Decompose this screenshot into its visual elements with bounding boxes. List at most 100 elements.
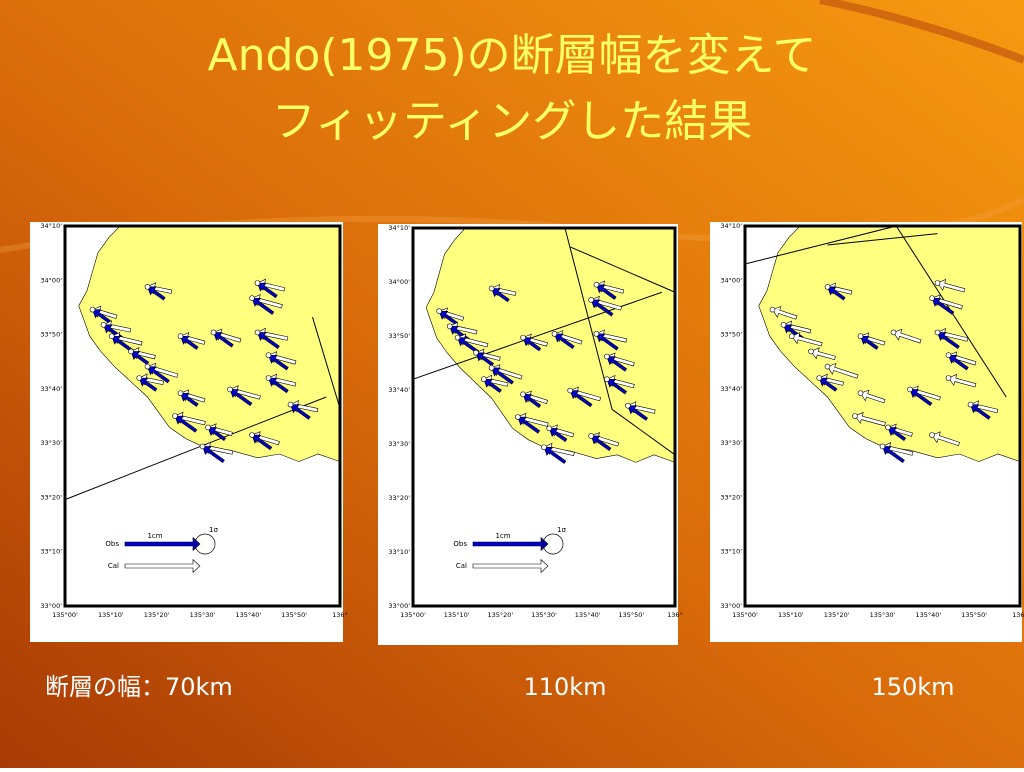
cal-arrow <box>937 278 966 293</box>
legend-label: 1σ <box>209 526 218 534</box>
lon-label: 135°00' <box>732 611 758 619</box>
caption: 110km <box>523 673 606 701</box>
obs-arrow <box>138 377 158 392</box>
legend-label: Obs <box>105 540 119 548</box>
station <box>780 321 787 328</box>
lat-label: 33°20' <box>40 493 62 501</box>
obs-arrow <box>213 332 234 348</box>
fault-line <box>611 409 676 456</box>
legend-cal-arrow <box>124 558 201 574</box>
station <box>265 352 272 359</box>
obs-arrow <box>207 427 227 442</box>
lon-label: 135°10' <box>778 611 804 619</box>
obs-arrow <box>180 392 199 407</box>
cal-arrow <box>791 332 823 347</box>
obs-arrow <box>948 354 969 371</box>
station <box>604 353 610 360</box>
lon-label: 135°30' <box>190 611 216 619</box>
lon-label: 135°50' <box>618 611 644 619</box>
station <box>520 334 526 341</box>
station <box>177 333 184 340</box>
fault-line <box>570 246 676 293</box>
station <box>857 333 864 340</box>
station <box>249 432 255 438</box>
station <box>604 376 610 383</box>
lon-label: 135°30' <box>531 611 557 619</box>
lat-label: 33°20' <box>388 494 410 502</box>
obs-arrow <box>202 446 225 464</box>
obs-arrow <box>257 282 278 299</box>
obs-arrow <box>229 389 253 407</box>
obs-arrow <box>491 288 510 303</box>
station <box>144 363 151 370</box>
station <box>199 443 206 450</box>
lat-label: 33°00' <box>40 602 62 610</box>
station <box>907 386 913 393</box>
legend-sigma-circle <box>542 533 564 555</box>
lon-label: 135°50' <box>961 611 987 619</box>
caption: 150km <box>871 673 954 701</box>
lat-label: 33°00' <box>720 602 742 610</box>
station <box>890 329 897 336</box>
station <box>436 308 443 314</box>
obs-arrow <box>522 394 542 408</box>
legend-label: 1cm <box>495 532 510 540</box>
obs-arrow <box>827 286 846 301</box>
obs-arrow <box>475 352 494 367</box>
cal-arrow <box>827 363 859 379</box>
obs-arrow <box>491 367 514 385</box>
station <box>287 401 294 408</box>
lat-label: 33°20' <box>720 493 742 501</box>
station <box>177 390 184 397</box>
obs-arrow <box>147 286 166 301</box>
obs-arrow <box>887 427 907 442</box>
obs-arrow <box>438 310 458 325</box>
station <box>934 280 941 286</box>
obs-arrow <box>627 405 649 421</box>
lon-label: 136° <box>1012 611 1024 619</box>
obs-arrow <box>931 297 955 315</box>
station <box>541 444 547 451</box>
station <box>625 402 631 409</box>
station <box>514 414 521 420</box>
land <box>758 225 1021 463</box>
station <box>446 323 453 330</box>
station <box>249 295 255 302</box>
lon-label: 135°10' <box>444 611 470 619</box>
station <box>588 433 594 439</box>
obs-arrow <box>595 333 619 351</box>
obs-arrow <box>251 434 273 451</box>
lon-label: 135°00' <box>52 611 78 619</box>
cal-arrow <box>931 431 960 447</box>
station <box>488 285 495 292</box>
cal-arrow <box>810 347 836 360</box>
map-panel: 34°10' 34°00' 33°50' 33°40' 33°30' 33°20' 33°1… <box>30 222 348 642</box>
station <box>934 329 941 336</box>
station <box>205 424 211 431</box>
station <box>824 363 831 370</box>
map-frame <box>63 224 342 608</box>
map-frame <box>411 226 677 608</box>
station <box>593 281 600 288</box>
station <box>879 443 886 450</box>
obs-arrow <box>970 404 991 420</box>
legend-sigma-circle <box>194 533 216 555</box>
station <box>824 283 831 290</box>
lat-label: 34°00' <box>40 276 62 284</box>
station <box>136 375 143 381</box>
obs-arrow <box>860 335 879 350</box>
station <box>172 413 178 419</box>
legend-obs-arrow <box>472 536 549 552</box>
title-line: Ando(1975)の断層幅を変えて <box>208 30 817 81</box>
obs-arrow <box>130 351 150 366</box>
obs-arrow <box>818 377 838 392</box>
lat-label: 34°00' <box>720 276 742 284</box>
lat-label: 33°50' <box>40 331 62 339</box>
cal-arrow <box>893 328 922 344</box>
obs-arrow <box>595 284 617 300</box>
lat-label: 33°50' <box>388 332 410 340</box>
legend-label: Cal <box>456 562 467 570</box>
fault-line <box>312 317 341 409</box>
lat-label: 33°10' <box>40 548 62 556</box>
